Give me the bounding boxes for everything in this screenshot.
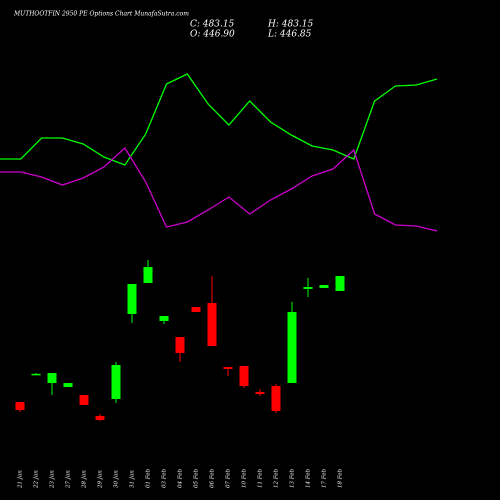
x-tick-label: 05 Feb bbox=[194, 468, 200, 488]
candle-body bbox=[207, 303, 217, 346]
candle-body bbox=[287, 312, 297, 384]
candle-body bbox=[223, 367, 233, 370]
x-tick-label: 11 Feb bbox=[258, 468, 264, 488]
candle-body bbox=[111, 365, 121, 400]
x-tick-label: 04 Feb bbox=[178, 468, 184, 488]
candle-body bbox=[79, 395, 89, 405]
candle-body bbox=[191, 307, 201, 313]
close-info: C: 483.15 bbox=[190, 20, 235, 30]
x-tick-label: 01 Feb bbox=[146, 468, 152, 488]
x-tick-label: 31 Jan bbox=[130, 470, 136, 488]
indicator-line bbox=[0, 73, 438, 166]
candle-body bbox=[95, 415, 105, 420]
indicator-line bbox=[0, 146, 438, 232]
x-tick-label: 07 Feb bbox=[226, 468, 232, 488]
candle-body bbox=[127, 284, 137, 315]
candle-body bbox=[15, 402, 25, 410]
candle-body bbox=[255, 391, 265, 395]
candle-body bbox=[319, 285, 329, 289]
candle-body bbox=[175, 337, 185, 354]
x-tick-label: 29 Jan bbox=[98, 470, 104, 489]
chart-title: MUTHOOTFIN 2950 PE Options Chart MunafaS… bbox=[13, 11, 189, 18]
x-tick-label: 30 Jan bbox=[114, 470, 120, 488]
x-tick-label: 18 Feb bbox=[338, 468, 344, 488]
open-info: O: 446.90 bbox=[190, 30, 235, 40]
x-tick-label: 12 Feb bbox=[274, 468, 280, 488]
x-tick-label: 14 Feb bbox=[306, 468, 312, 488]
x-tick-label: 03 Feb bbox=[162, 468, 168, 488]
candle-body bbox=[31, 373, 41, 376]
high-info: H: 483.15 bbox=[267, 20, 314, 30]
candle-body bbox=[335, 276, 345, 291]
candle-body bbox=[47, 373, 57, 384]
candle-body bbox=[159, 315, 169, 321]
x-tick-label: 23 Jan bbox=[50, 470, 56, 489]
candle-body bbox=[143, 267, 153, 284]
x-tick-label: 21 Jan bbox=[18, 470, 24, 489]
x-tick-label: 17 Feb bbox=[322, 468, 328, 488]
x-tick-label: 10 Feb bbox=[242, 468, 248, 488]
candle-body bbox=[239, 365, 249, 386]
x-tick-label: 28 Jan bbox=[82, 470, 88, 489]
low-info: L: 446.85 bbox=[267, 30, 312, 40]
candle-body bbox=[271, 385, 281, 411]
x-tick-label: 22 Jan bbox=[34, 470, 40, 489]
x-tick-label: 27 Jan bbox=[66, 470, 72, 489]
candle-body bbox=[303, 287, 313, 290]
x-tick-label: 06 Feb bbox=[210, 468, 216, 488]
candle-body bbox=[63, 383, 73, 388]
x-tick-label: 13 Feb bbox=[290, 468, 296, 488]
